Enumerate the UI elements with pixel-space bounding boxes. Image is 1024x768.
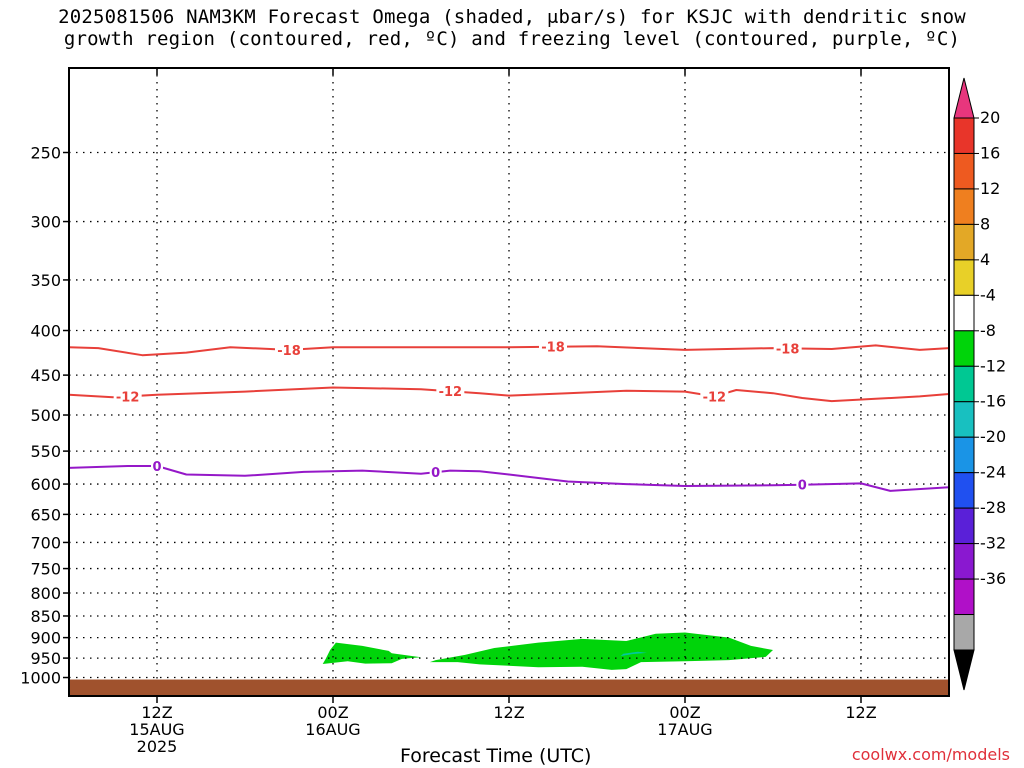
colorbar-box-1 xyxy=(953,152,975,190)
colorbar-box-5 xyxy=(953,294,975,332)
contour-label--18-2: -18 xyxy=(776,342,800,357)
contour-label--12-1: -12 xyxy=(439,385,463,400)
chart-title: 2025081506 NAM3KM Forecast Omega (shaded… xyxy=(0,6,1024,50)
x-tick-label-0-2: 2025 xyxy=(137,737,178,756)
contour--18 xyxy=(69,344,949,357)
colorbar-label-10: -24 xyxy=(980,463,1006,482)
colorbar-label-7: -12 xyxy=(980,356,1006,375)
y-tick-label-1000: 1000 xyxy=(20,669,61,688)
contour-label--12-2: -12 xyxy=(703,390,727,405)
y-tick-label-700: 700 xyxy=(30,533,61,552)
omega-region-2 xyxy=(620,651,647,657)
x-tick-label-1-1: 16AUG xyxy=(305,720,360,739)
contour-label-bg--12-0 xyxy=(113,389,142,404)
colorbar-box-9 xyxy=(953,436,975,474)
colorbar-label-9: -20 xyxy=(980,427,1006,446)
contour-label-0-0: 0 xyxy=(152,460,161,475)
y-tick-label-650: 650 xyxy=(30,505,61,524)
omega-region-0 xyxy=(322,642,421,664)
y-tick-label-900: 900 xyxy=(30,629,61,648)
colorbar-label-0: 20 xyxy=(980,108,1000,127)
plot-frame xyxy=(68,67,950,697)
ground-fill xyxy=(69,679,949,696)
x-tick-label-3-0: 00Z xyxy=(669,703,700,722)
colorbar-label-4: 4 xyxy=(980,250,990,269)
y-tick-label-250: 250 xyxy=(30,144,61,163)
colorbar-box-0 xyxy=(953,117,975,154)
contours: -18 -18 -18 -12 -12 -12 0 0 0 xyxy=(69,339,949,494)
x-axis-label: Forecast Time (UTC) xyxy=(400,745,592,767)
colorbar-label-11: -28 xyxy=(980,498,1006,517)
y-tick-label-550: 550 xyxy=(30,442,61,461)
y-tick-label-500: 500 xyxy=(30,406,61,425)
ground-rect xyxy=(69,679,949,696)
colorbar-box-11 xyxy=(953,507,975,545)
colorbar-label-5: -4 xyxy=(980,285,996,304)
colorbar-label-13: -36 xyxy=(980,569,1006,588)
y-tick-label-850: 850 xyxy=(30,607,61,626)
omega-region-1 xyxy=(429,632,773,670)
contour-label--18-0: -18 xyxy=(277,344,301,359)
y-tick-label-750: 750 xyxy=(30,560,61,579)
colorbar-box-12 xyxy=(953,543,975,580)
omega-shading xyxy=(322,632,773,670)
colorbar-box-7 xyxy=(953,365,975,403)
y-tick-label-300: 300 xyxy=(30,213,61,232)
y-axis-ticks: 250 300 350 400 450 500 550 600 650 700 750 800 850 9… xyxy=(20,144,69,688)
contour-label-bg--18-2 xyxy=(773,341,802,356)
contour-label-bg-0-0 xyxy=(151,458,163,473)
contour-0 xyxy=(69,465,949,492)
y-tick-label-400: 400 xyxy=(30,322,61,341)
colorbar-label-6: -8 xyxy=(980,321,996,340)
colorbar-box-4 xyxy=(953,259,975,296)
y-tick-label-800: 800 xyxy=(30,584,61,603)
x-tick-label-4-0: 12Z xyxy=(845,703,876,722)
credit-link[interactable]: coolwx.com/models xyxy=(851,745,1010,764)
colorbar-box-10 xyxy=(953,472,975,509)
colorbar: 20 16 12 8 4 -4 -8 -12 -16 -20 -24 -28 -32 -36 xyxy=(953,77,1006,691)
colorbar-label-8: -16 xyxy=(980,392,1006,411)
colorbar-label-1: 16 xyxy=(980,143,1000,162)
y-tick-label-350: 350 xyxy=(30,271,61,290)
x-tick-label-1-0: 00Z xyxy=(317,703,348,722)
y-tick-label-450: 450 xyxy=(30,366,61,385)
x-tick-label-3-1: 17AUG xyxy=(657,720,712,739)
contour-label-bg--12-1 xyxy=(436,384,465,399)
grid-lines xyxy=(69,68,949,696)
contour-label--18-1: -18 xyxy=(541,341,565,356)
contour-label--12-0: -12 xyxy=(116,390,140,405)
x-tick-label-0-0: 12Z xyxy=(141,703,172,722)
colorbar-box-2 xyxy=(953,188,975,225)
x-tick-label-2-0: 12Z xyxy=(493,703,524,722)
colorbar-label-12: -32 xyxy=(980,534,1006,553)
colorbar-box-13 xyxy=(953,578,975,616)
contour--12 xyxy=(69,386,949,403)
colorbar-label-2: 12 xyxy=(980,179,1000,198)
colorbar-box-8 xyxy=(953,401,975,438)
contour-label-bg-0-1 xyxy=(429,465,442,480)
colorbar-bottom-triangle xyxy=(953,649,975,691)
colorbar-box-14 xyxy=(953,614,975,651)
contour-label-bg-0-2 xyxy=(796,477,809,492)
chart-title-line2: growth region (contoured, red, ºC) and f… xyxy=(63,28,961,50)
colorbar-box-3 xyxy=(953,223,975,261)
y-tick-label-950: 950 xyxy=(30,649,61,668)
x-tick-label-0-1: 15AUG xyxy=(129,720,184,739)
y-tick-label-600: 600 xyxy=(30,475,61,494)
contour-label-0-2: 0 xyxy=(798,479,807,494)
colorbar-label-3: 8 xyxy=(980,214,990,233)
contour-label-bg--18-1 xyxy=(539,339,567,354)
contour-label-bg--18-0 xyxy=(275,342,303,357)
chart-title-line1: 2025081506 NAM3KM Forecast Omega (shaded… xyxy=(58,6,966,28)
contour-label-0-1: 0 xyxy=(431,466,440,481)
colorbar-top-triangle xyxy=(953,77,975,119)
colorbar-box-6 xyxy=(953,330,975,367)
contour-label-bg--12-2 xyxy=(700,389,729,404)
